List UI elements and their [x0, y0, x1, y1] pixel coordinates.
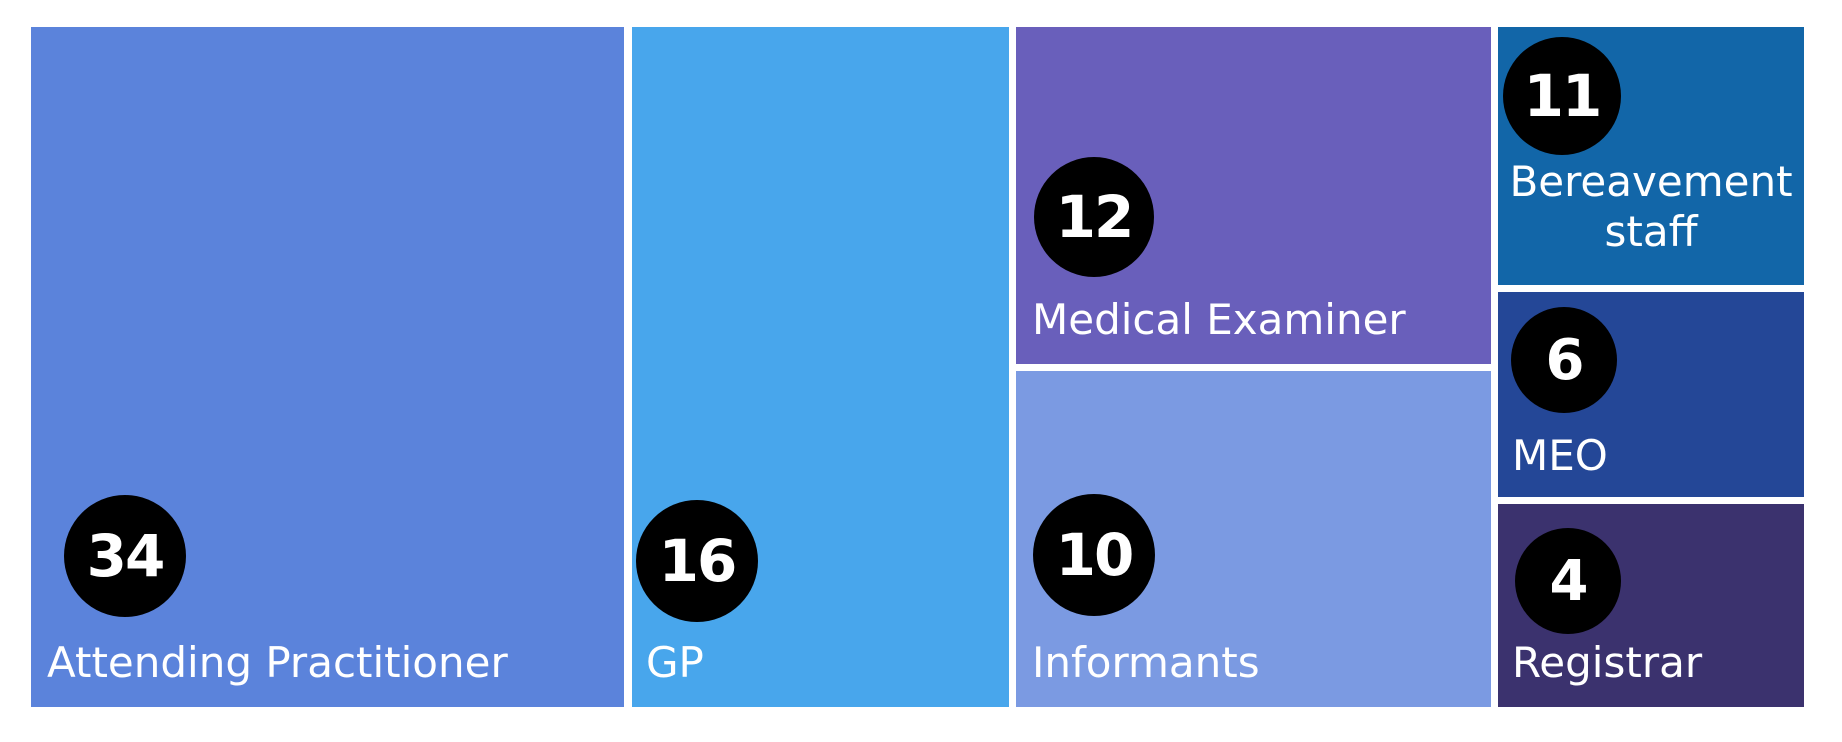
tile-attending-practitioner: 34 Attending Practitioner	[31, 27, 624, 707]
value-badge: 4	[1515, 528, 1621, 634]
tile-registrar: 4 Registrar	[1498, 504, 1804, 707]
value-badge: 16	[636, 500, 758, 622]
treemap-chart: 34 Attending Practitioner 16 GP 12 Medic…	[31, 27, 1804, 707]
tile-informants: 10 Informants	[1016, 371, 1491, 707]
value-badge: 6	[1511, 307, 1617, 413]
tile-label: Registrar	[1512, 638, 1703, 687]
value-badge: 12	[1034, 157, 1154, 277]
tile-label: MEO	[1512, 431, 1608, 480]
tile-label: Medical Examiner	[1032, 295, 1406, 344]
tile-label: Informants	[1032, 638, 1260, 687]
tile-gp: 16 GP	[632, 27, 1009, 707]
value-badge: 34	[64, 495, 186, 617]
value-badge: 11	[1503, 37, 1621, 155]
tile-label: Attending Practitioner	[47, 638, 508, 687]
tile-meo: 6 MEO	[1498, 292, 1804, 497]
value-badge: 10	[1033, 494, 1155, 616]
tile-label: Bereavement staff	[1509, 157, 1793, 257]
tile-bereavement-staff: 11 Bereavement staff	[1498, 27, 1804, 285]
tile-label: GP	[646, 638, 704, 687]
tile-medical-examiner: 12 Medical Examiner	[1016, 27, 1491, 364]
